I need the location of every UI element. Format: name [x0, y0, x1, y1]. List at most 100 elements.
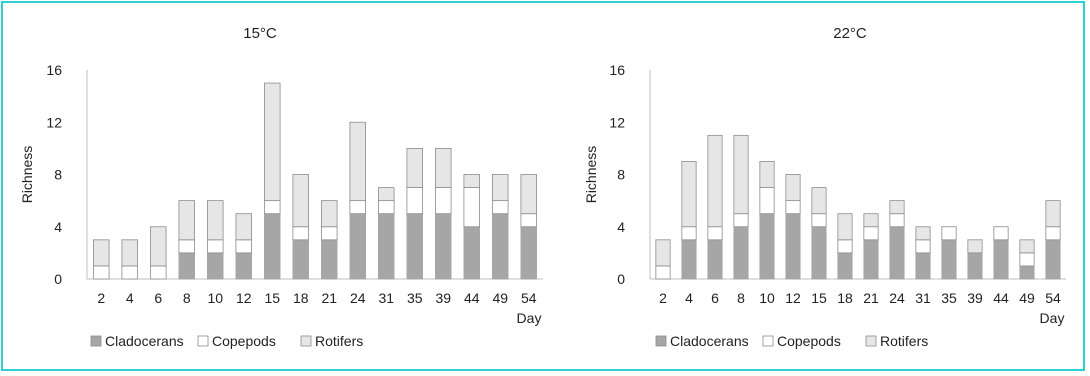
- bar-rotifers-day-8: [178, 200, 195, 241]
- bar-rotifers-day-54: [1045, 200, 1061, 228]
- bar-copepods-day-8: [733, 213, 749, 228]
- legend-swatch-rotifers: [300, 335, 312, 347]
- bar-copepods-day-44: [463, 187, 480, 228]
- y-tick-label: 8: [617, 167, 625, 183]
- bar-copepods-day-31: [915, 239, 931, 254]
- bar-rotifers-day-6: [150, 226, 167, 267]
- y-tick-label: 4: [54, 219, 62, 235]
- x-tick-label: 4: [126, 290, 134, 306]
- bar-copepods-day-39: [435, 187, 452, 215]
- bar-rotifers-day-39: [967, 239, 983, 254]
- bar-cladocerans-day-35: [406, 213, 423, 280]
- bar-copepods-day-35: [406, 187, 423, 215]
- y-tick-label: 12: [46, 114, 62, 130]
- y-tick-label: 0: [54, 271, 62, 287]
- chart-title: 15°C: [243, 25, 277, 42]
- bar-rotifers-day-2: [93, 239, 110, 267]
- bar-copepods-day-35: [941, 226, 957, 241]
- bar-copepods-day-15: [811, 213, 827, 228]
- x-tick-label: 6: [154, 290, 162, 306]
- bar-copepods-day-49: [1019, 252, 1035, 267]
- bar-copepods-day-10: [207, 239, 224, 254]
- bar-rotifers-day-12: [785, 174, 801, 202]
- x-tick-label: 10: [207, 290, 223, 306]
- bar-rotifers-day-8: [733, 134, 749, 215]
- legend-label-rotifers: Rotifers: [315, 333, 363, 349]
- bar-cladocerans-day-44: [463, 226, 480, 280]
- bar-copepods-day-6: [150, 265, 167, 280]
- bar-cladocerans-day-18: [292, 239, 309, 280]
- bar-rotifers-day-49: [1019, 239, 1035, 254]
- x-tick-label: 31: [378, 290, 394, 306]
- y-tick-label: 16: [609, 62, 625, 78]
- bar-rotifers-day-4: [681, 161, 697, 228]
- bar-cladocerans-day-15: [264, 213, 281, 280]
- x-axis-label: Day: [1040, 310, 1065, 326]
- bar-rotifers-day-49: [492, 174, 509, 202]
- bar-cladocerans-day-35: [941, 239, 957, 280]
- bar-copepods-day-4: [121, 265, 138, 280]
- bar-cladocerans-day-8: [733, 226, 749, 280]
- y-tick-label: 0: [617, 271, 625, 287]
- bar-rotifers-day-54: [520, 174, 537, 215]
- bar-cladocerans-day-10: [759, 213, 775, 280]
- legend-label-cladocerans: Cladocerans: [105, 333, 184, 349]
- bar-copepods-day-12: [235, 239, 252, 254]
- x-tick-label: 24: [350, 290, 366, 306]
- figure-frame: [1, 1, 1085, 371]
- x-tick-label: 44: [464, 290, 480, 306]
- y-axis-label: Richness: [583, 146, 599, 204]
- bar-cladocerans-day-31: [378, 213, 395, 280]
- legend-swatch-rotifers: [865, 335, 877, 347]
- bar-cladocerans-day-39: [967, 252, 983, 280]
- bar-cladocerans-day-6: [707, 239, 723, 280]
- x-tick-label: 54: [521, 290, 537, 306]
- bar-cladocerans-day-54: [520, 226, 537, 280]
- legend-swatch-cladocerans: [90, 335, 102, 347]
- bar-cladocerans-day-15: [811, 226, 827, 280]
- bar-copepods-day-44: [993, 226, 1009, 241]
- bar-copepods-day-21: [863, 226, 879, 241]
- x-tick-label: 49: [492, 290, 508, 306]
- bar-copepods-day-12: [785, 200, 801, 215]
- x-tick-label: 35: [407, 290, 423, 306]
- bar-rotifers-day-24: [349, 121, 366, 202]
- bar-rotifers-day-4: [121, 239, 138, 267]
- legend-label-copepods: Copepods: [777, 333, 841, 349]
- bar-cladocerans-day-10: [207, 252, 224, 280]
- bar-rotifers-day-24: [889, 200, 905, 215]
- bar-rotifers-day-18: [837, 213, 853, 241]
- bar-copepods-day-4: [681, 226, 697, 241]
- bar-rotifers-day-6: [707, 134, 723, 228]
- bar-rotifers-day-10: [759, 161, 775, 188]
- bar-copepods-day-2: [93, 265, 110, 280]
- x-tick-label: 8: [737, 290, 745, 306]
- x-tick-label: 4: [685, 290, 693, 306]
- bar-cladocerans-day-31: [915, 252, 931, 280]
- x-tick-label: 31: [915, 290, 931, 306]
- x-tick-label: 54: [1045, 290, 1061, 306]
- x-tick-label: 21: [321, 290, 337, 306]
- legend-label-rotifers: Rotifers: [880, 333, 928, 349]
- bar-rotifers-day-35: [406, 147, 423, 188]
- y-tick-label: 8: [54, 167, 62, 183]
- bar-copepods-day-24: [889, 213, 905, 228]
- y-axis-label: Richness: [19, 146, 35, 204]
- bar-cladocerans-day-24: [889, 226, 905, 280]
- bar-rotifers-day-15: [264, 82, 281, 202]
- bar-rotifers-day-21: [863, 213, 879, 228]
- x-tick-label: 12: [785, 290, 801, 306]
- x-tick-label: 49: [1019, 290, 1035, 306]
- bar-copepods-day-10: [759, 187, 775, 215]
- bar-rotifers-day-39: [435, 147, 452, 188]
- bar-rotifers-day-18: [292, 174, 309, 228]
- bar-cladocerans-day-12: [785, 213, 801, 280]
- bar-copepods-day-8: [178, 239, 195, 254]
- legend-swatch-copepods: [197, 335, 209, 347]
- bar-cladocerans-day-21: [863, 239, 879, 280]
- x-tick-label: 15: [264, 290, 280, 306]
- bar-copepods-day-18: [837, 239, 853, 254]
- x-tick-label: 6: [711, 290, 719, 306]
- bar-copepods-day-24: [349, 200, 366, 215]
